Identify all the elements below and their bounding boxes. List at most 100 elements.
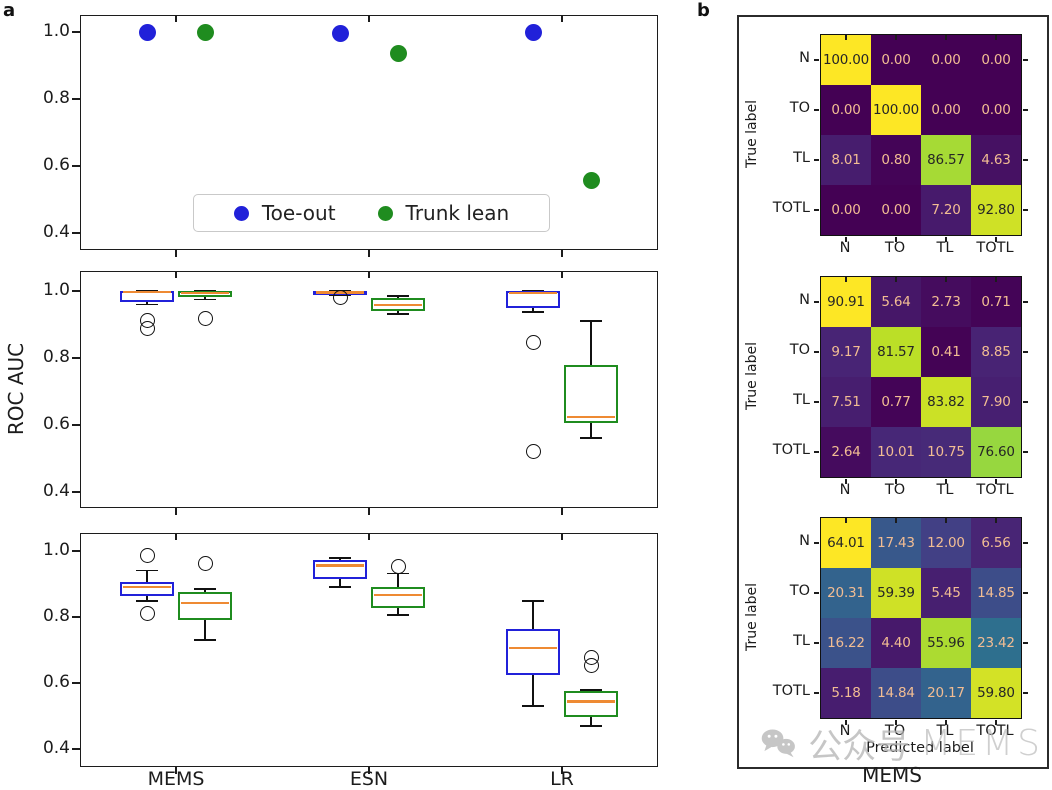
matrix-cell: 64.01 xyxy=(821,518,871,568)
whisker xyxy=(590,321,592,366)
whisker-cap xyxy=(387,613,409,616)
matrix-col-label: N xyxy=(839,482,851,498)
median-line xyxy=(122,585,172,589)
whisker xyxy=(590,716,592,726)
scatter-point xyxy=(582,171,600,189)
x-tick xyxy=(561,533,563,540)
matrix-cell: 0.80 xyxy=(871,135,921,185)
whisker xyxy=(339,558,341,561)
matrix-tick xyxy=(995,720,997,725)
median-line xyxy=(508,291,558,294)
whisker xyxy=(397,296,399,299)
matrix-tick xyxy=(945,518,947,523)
matrix-cell: 0.00 xyxy=(821,85,871,135)
y-tick xyxy=(72,550,80,553)
matrix-tick xyxy=(845,518,847,523)
predicted-label-axis-title: Predicted label xyxy=(866,740,974,756)
matrix-row-label: TOTL xyxy=(772,200,810,216)
scatter-point xyxy=(389,44,407,62)
matrix-tick xyxy=(814,59,819,61)
y-tick xyxy=(72,98,80,100)
matrix-cell: 0.71 xyxy=(971,277,1021,327)
matrix-tick xyxy=(995,277,997,282)
whisker-cap xyxy=(329,557,351,560)
matrix-cell: 5.45 xyxy=(921,568,971,618)
matrix-col-label: TOTL xyxy=(976,723,1014,739)
whisker xyxy=(146,570,148,582)
legend-label-trunk-lean: Trunk lean xyxy=(405,201,510,225)
matrix-cell: 59.39 xyxy=(871,568,921,618)
whisker-cap xyxy=(136,569,158,572)
median-line xyxy=(180,602,230,605)
median-line xyxy=(373,593,423,597)
matrix-tick xyxy=(895,237,897,242)
matrix-tick xyxy=(995,237,997,242)
matrix-cell: 20.17 xyxy=(921,668,971,718)
x-tick xyxy=(561,271,563,278)
matrix-cell: 16.22 xyxy=(821,618,871,668)
matrix-tick xyxy=(814,351,819,353)
scatter-point xyxy=(331,24,349,42)
x-tick xyxy=(368,15,370,22)
y-axis-title: ROC AUC xyxy=(4,342,28,436)
matrix-cell: 86.57 xyxy=(921,135,971,185)
matrix-col-label: N xyxy=(839,723,851,739)
matrix-tick xyxy=(814,301,819,303)
matrix-tick xyxy=(1023,209,1028,211)
outlier-point xyxy=(525,444,541,460)
x-tick xyxy=(368,250,370,257)
outlier-point xyxy=(525,335,541,351)
matrix-tick xyxy=(1023,592,1028,594)
whisker xyxy=(204,297,206,300)
x-group-label-mems: MEMS xyxy=(147,768,205,790)
whisker xyxy=(532,308,534,313)
y-tick-label: 0.6 xyxy=(42,671,70,692)
matrix-tick xyxy=(945,35,947,40)
subplot-axes-2 xyxy=(80,533,658,767)
matrix-cell: 6.56 xyxy=(971,518,1021,568)
matrix-row-label: TO xyxy=(789,583,810,599)
matrix-tick xyxy=(995,35,997,40)
matrix-cell: 5.64 xyxy=(871,277,921,327)
matrix-tick xyxy=(945,720,947,725)
matrix-tick xyxy=(895,35,897,40)
y-tick xyxy=(72,232,80,234)
matrix-cell: 0.00 xyxy=(921,35,971,85)
panel-b-label: b xyxy=(697,0,710,21)
x-group-label-esn: ESN xyxy=(349,768,389,790)
matrix-tick xyxy=(845,237,847,242)
whisker-cap xyxy=(580,320,602,323)
whisker-cap xyxy=(194,298,216,301)
matrix-cell: 92.80 xyxy=(971,185,1021,235)
legend: Toe-out Trunk lean xyxy=(193,194,550,232)
matrix-tick xyxy=(845,277,847,282)
median-line xyxy=(315,564,365,567)
matrix-cell: 0.00 xyxy=(821,185,871,235)
whisker-cap xyxy=(136,303,158,306)
matrix-col-label: TOTL xyxy=(976,482,1014,498)
matrix-row-label: TL xyxy=(793,392,810,408)
panel-b-model-label: MEMS xyxy=(862,763,922,787)
matrix-tick xyxy=(814,209,819,211)
matrix-cell: 0.00 xyxy=(921,85,971,135)
median-line xyxy=(566,700,616,703)
matrix-col-label: TL xyxy=(936,482,954,498)
matrix-cell: 4.40 xyxy=(871,618,921,668)
panel-b-confusion-matrices: 公众号 MEMS 100.00 0.00 0.00 0.00 0.00 100.00 0.0… xyxy=(737,15,1049,769)
box-trunk-lean xyxy=(564,365,618,423)
matrix-tick xyxy=(814,642,819,644)
matrix-tick xyxy=(845,479,847,484)
legend-label-toe-out: Toe-out xyxy=(261,201,336,225)
matrix-cell: 17.43 xyxy=(871,518,921,568)
scatter-point xyxy=(196,23,214,41)
matrix-cell: 23.42 xyxy=(971,618,1021,668)
matrix-cell: 0.00 xyxy=(971,85,1021,135)
confusion-matrix-1: 90.91 5.64 2.73 0.71 9.17 81.57 0.41 8.85 7.51 0.… xyxy=(814,276,1028,484)
whisker-cap xyxy=(194,588,216,590)
outlier-point xyxy=(197,555,213,571)
scatter-point xyxy=(138,23,156,41)
x-tick xyxy=(368,271,370,278)
matrix-cell: 90.91 xyxy=(821,277,871,327)
whisker xyxy=(339,578,341,588)
box-toe-out xyxy=(506,628,560,675)
